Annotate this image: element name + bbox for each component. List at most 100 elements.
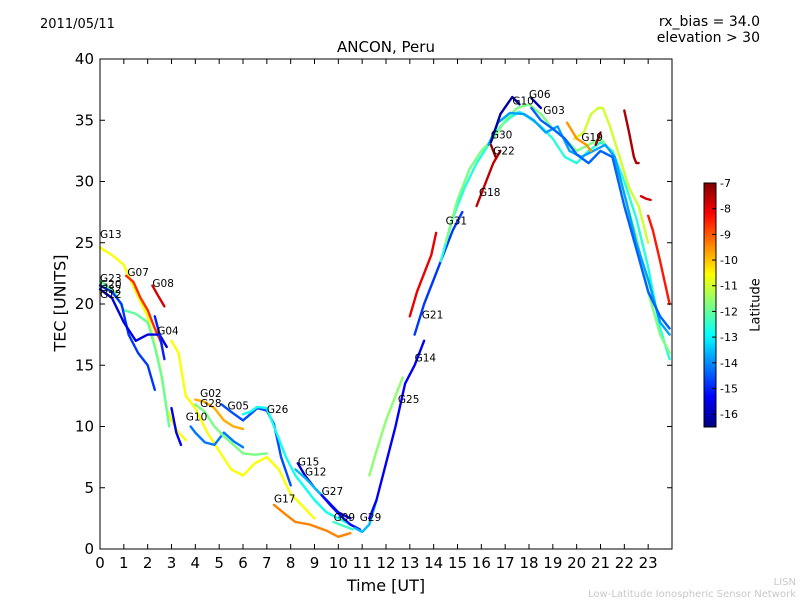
x-tick-label: 18: [519, 554, 538, 572]
satellite-label-g17: G17: [274, 493, 296, 505]
series-line-g28: [194, 403, 268, 456]
y-tick-label: 0: [84, 540, 94, 558]
x-tick-label: 11: [353, 554, 372, 572]
series-line-g26: [241, 405, 352, 526]
satellite-label-g03: G03: [543, 105, 565, 117]
colorbar-tick-label: -13: [720, 331, 738, 344]
x-tick-label: 15: [448, 554, 467, 572]
axis-ticks: 0 1 2 3 4 5 6 7 8 9 10 11 12 13 14 15 16 17 18 19 20 21 22 2305…: [75, 50, 672, 572]
rx-bias-label: rx_bias = 34.0: [658, 14, 760, 30]
x-tick-label: 7: [262, 554, 272, 572]
satellite-label-g12: G12: [305, 467, 327, 479]
x-tick-label: 8: [286, 554, 296, 572]
series-line-g06: [489, 95, 521, 144]
series-line-g20: [98, 284, 156, 391]
date-label: 2011/05/11: [40, 17, 115, 32]
satellite-label-g31: G31: [446, 215, 468, 227]
satellite-label-g09: G09: [334, 512, 356, 524]
colorbar-tick-label: -9: [720, 228, 731, 241]
series-line-g02: [194, 398, 245, 431]
series-line-g13: [170, 339, 316, 520]
series-line-g31: [413, 210, 464, 336]
colorbar-tick-label: -16: [720, 408, 738, 421]
x-tick-label: 2: [143, 554, 153, 572]
satellite-label-g26: G26: [267, 404, 289, 416]
satellite-label-g21: G21: [422, 310, 444, 322]
series-layer: [98, 95, 671, 538]
satellite-label-g29: G29: [360, 512, 382, 524]
satellite-label-g07: G07: [127, 267, 148, 279]
satellite-label-g02: G02: [200, 388, 222, 400]
x-tick-label: 5: [214, 554, 224, 572]
y-tick-label: 40: [75, 50, 94, 68]
footer-lisn: LISN: [773, 577, 796, 588]
satellite-label-g25: G25: [398, 394, 420, 406]
series-line-g22: [489, 143, 497, 159]
series-line-g22: [444, 103, 671, 355]
colorbar-tick-label: -10: [720, 254, 738, 267]
x-tick-label: 13: [400, 554, 419, 572]
satellite-label-g13: G13: [100, 229, 122, 241]
satellite-label-g12: G12: [100, 289, 122, 301]
x-tick-label: 6: [238, 554, 248, 572]
y-tick-label: 15: [75, 356, 94, 374]
x-tick-label: 3: [167, 554, 177, 572]
satellite-label-g10: G10: [186, 411, 208, 423]
series-line-g25: [368, 376, 404, 477]
satellite-label-g10: G10: [512, 95, 534, 107]
x-tick-label: 21: [591, 554, 610, 572]
series-line-g12: [294, 468, 326, 499]
satellite-label-g08: G08: [152, 278, 174, 290]
satellite-label-g14: G14: [415, 353, 437, 365]
series-line-g06: [530, 97, 543, 110]
footer-network-name: Low-Latitude Ionospheric Sensor Network: [588, 589, 796, 600]
series-line-g03: [530, 106, 671, 330]
colorbar-tick-label: -7: [720, 177, 731, 190]
satellite-label-g32: G32: [100, 284, 122, 296]
series-line-g21: [408, 231, 438, 318]
x-tick-label: 20: [567, 554, 586, 572]
y-tick-label: 35: [75, 111, 94, 129]
satellite-label-g27: G27: [322, 486, 344, 498]
series-line-g19: [565, 121, 593, 153]
series-line-g19: [623, 109, 640, 165]
x-tick-label: 17: [496, 554, 515, 572]
x-tick-label: 16: [472, 554, 491, 572]
series-line-g19: [594, 131, 602, 146]
satellite-label-g15: G15: [298, 457, 320, 469]
y-tick-label: 25: [75, 234, 94, 252]
series-line-g08: [151, 284, 166, 308]
colorbar-ticks: -7 -8 -9 -10 -11 -12 -13 -14 -15 -16: [712, 177, 738, 421]
y-tick-label: 30: [75, 173, 94, 191]
y-tick-label: 20: [75, 295, 94, 313]
x-tick-label: 10: [329, 554, 348, 572]
colorbar: [703, 182, 717, 428]
series-line-g14: [368, 339, 426, 520]
series-line-g18: [475, 149, 502, 208]
colorbar-tick-label: -8: [720, 203, 731, 216]
series-line-g19: [647, 214, 671, 306]
y-tick-label: 10: [75, 418, 94, 436]
series-line-g19: [639, 195, 652, 202]
series-line-g23: [98, 279, 171, 428]
satellite-label-g18: G18: [479, 187, 501, 199]
y-tick-label: 5: [84, 479, 94, 497]
x-tick-label: 0: [95, 554, 105, 572]
series-line-g10: [189, 425, 245, 449]
series-line-g10: [170, 406, 183, 447]
series-line-g19: [573, 106, 650, 244]
colorbar-tick-label: -11: [720, 280, 738, 293]
satellite-label-g19: G19: [581, 132, 603, 144]
satellite-label-g06: G06: [529, 89, 551, 101]
series-line-g07: [125, 274, 164, 346]
colorbar-tick-label: -14: [720, 357, 738, 370]
series-line-g17: [272, 503, 352, 538]
x-axis-label: Time [UT]: [346, 576, 426, 595]
series-line-g27: [320, 493, 361, 531]
x-tick-label: 22: [615, 554, 634, 572]
elevation-label: elevation > 30: [656, 30, 760, 46]
x-tick-label: 14: [424, 554, 443, 572]
satellite-label-g23: G23: [100, 273, 122, 285]
satellite-label-g30: G30: [491, 130, 513, 142]
